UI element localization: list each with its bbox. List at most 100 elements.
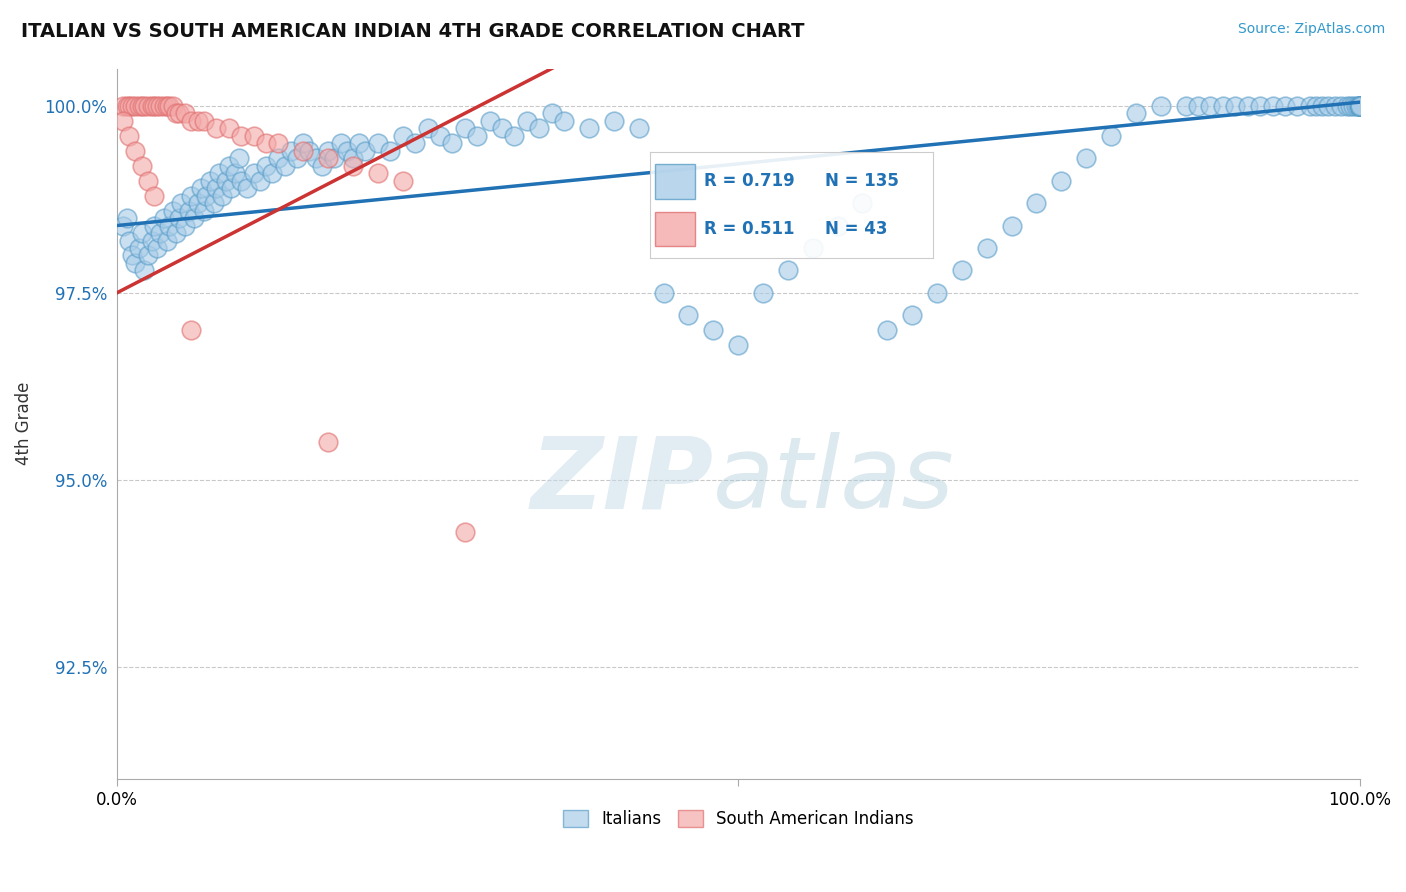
Text: R = 0.719: R = 0.719 (703, 172, 794, 191)
Point (180, 113, 202, 128)
Point (347, 136, 370, 151)
Point (229, 174, 252, 188)
Point (752, 285, 775, 300)
Point (329, 136, 352, 151)
Point (187, 113, 209, 128)
Point (170, 196, 193, 211)
Point (1344, 99, 1367, 113)
Point (218, 159, 240, 173)
Point (702, 323, 724, 337)
Point (1348, 99, 1371, 113)
Point (1339, 99, 1361, 113)
Point (336, 144, 359, 158)
Point (229, 128, 252, 143)
Point (190, 181, 212, 195)
Point (465, 128, 488, 143)
Point (187, 196, 209, 211)
Point (292, 136, 315, 151)
Point (1347, 99, 1369, 113)
Text: ZIP: ZIP (530, 432, 713, 529)
Point (603, 113, 626, 128)
Point (529, 121, 551, 136)
Point (145, 99, 167, 113)
Point (167, 211, 190, 225)
Point (1348, 99, 1371, 113)
Point (166, 226, 188, 240)
Point (254, 159, 277, 173)
Text: Source: ZipAtlas.com: Source: ZipAtlas.com (1237, 22, 1385, 37)
Point (1199, 99, 1222, 113)
Point (143, 99, 166, 113)
Point (342, 159, 364, 173)
Point (131, 99, 153, 113)
Point (1330, 99, 1353, 113)
Point (380, 144, 402, 158)
Point (976, 241, 998, 255)
Point (155, 234, 177, 248)
Point (491, 121, 513, 136)
Point (1348, 99, 1371, 113)
Point (180, 323, 202, 337)
Point (177, 203, 200, 218)
Point (136, 174, 159, 188)
Point (652, 285, 675, 300)
Point (205, 181, 228, 195)
Point (167, 106, 190, 120)
Point (183, 211, 205, 225)
Point (262, 166, 284, 180)
Point (1099, 128, 1122, 143)
Point (155, 99, 177, 113)
Point (391, 128, 413, 143)
Point (1348, 99, 1371, 113)
Point (1348, 99, 1371, 113)
Point (323, 151, 346, 165)
Point (131, 226, 153, 240)
Point (503, 128, 526, 143)
Point (1348, 99, 1371, 113)
Point (128, 241, 150, 255)
Point (478, 113, 501, 128)
Point (143, 188, 166, 202)
Point (316, 144, 339, 158)
Point (1348, 99, 1371, 113)
Point (136, 99, 159, 113)
Point (153, 99, 176, 113)
Point (316, 151, 339, 165)
Point (267, 151, 290, 165)
Point (678, 308, 700, 322)
Point (193, 113, 215, 128)
Text: R = 0.511: R = 0.511 (703, 220, 794, 238)
Point (205, 121, 228, 136)
Point (228, 151, 250, 165)
Point (157, 219, 180, 233)
Point (218, 121, 240, 136)
Point (1286, 99, 1309, 113)
Point (367, 136, 389, 151)
Point (115, 211, 138, 225)
Point (215, 174, 238, 188)
Point (128, 99, 150, 113)
Text: atlas: atlas (713, 432, 955, 529)
Point (141, 99, 163, 113)
Point (429, 128, 451, 143)
Point (145, 241, 167, 255)
Point (174, 219, 197, 233)
Point (827, 219, 849, 233)
Point (254, 136, 277, 151)
Point (134, 263, 156, 277)
Point (578, 121, 600, 136)
Point (1348, 99, 1371, 113)
Point (195, 188, 218, 202)
Text: N = 135: N = 135 (825, 172, 900, 191)
Point (1323, 99, 1346, 113)
Point (1212, 99, 1234, 113)
Point (1236, 99, 1258, 113)
Point (134, 99, 156, 113)
Point (149, 226, 172, 240)
Point (1150, 99, 1173, 113)
FancyBboxPatch shape (655, 212, 695, 246)
Point (112, 219, 135, 233)
Point (311, 159, 333, 173)
Point (267, 136, 290, 151)
Point (115, 99, 138, 113)
